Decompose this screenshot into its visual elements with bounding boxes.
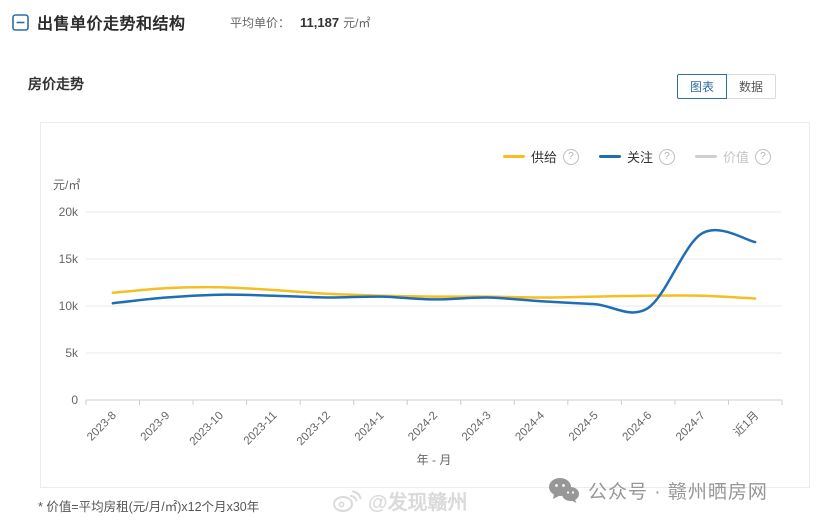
- value-formula-footnote: * 价值=平均房租(元/月/㎡)x12个月x30年: [38, 500, 260, 514]
- wechat-watermark: 公众号 · 赣州晒房网: [548, 477, 768, 504]
- attention-line-swatch: [598, 155, 621, 158]
- svg-text:2023-8: 2023-8: [85, 410, 119, 444]
- weibo-icon: [333, 490, 362, 512]
- help-icon[interactable]: ?: [755, 148, 771, 165]
- average-price-label: 平均单价：: [230, 16, 291, 30]
- legend-label: 关注: [626, 150, 653, 165]
- legend-label: 供给: [530, 150, 557, 165]
- legend-item-supply[interactable]: 供给 ?: [502, 147, 579, 166]
- weibo-watermark-text: @发现赣州: [368, 492, 468, 514]
- svg-text:2024-7: 2024-7: [674, 410, 708, 444]
- svg-text:2023-12: 2023-12: [295, 410, 333, 448]
- svg-text:20k: 20k: [59, 205, 79, 219]
- price-trend-card: 供给 ? 关注 ? 价值 ? 元/㎡ 0 5k 10k 15k 20k 2023-8 2023…: [40, 122, 810, 488]
- wechat-icon: [549, 478, 579, 503]
- svg-text:0: 0: [71, 393, 78, 407]
- svg-text:2024-1: 2024-1: [353, 410, 387, 444]
- minus-square-icon: [12, 13, 29, 31]
- collapse-toggle[interactable]: [12, 13, 29, 31]
- section-header: 出售单价走势和结构: [12, 10, 186, 34]
- view-toggle: 图表 数据: [676, 74, 776, 99]
- chart-legend: 供给 ? 关注 ? 价值 ?: [502, 147, 771, 166]
- svg-text:5k: 5k: [65, 346, 79, 360]
- svg-text:2024-2: 2024-2: [406, 410, 440, 444]
- weibo-watermark: @发现赣州: [332, 486, 468, 515]
- data-view-button[interactable]: 数据: [725, 74, 776, 99]
- svg-text:年 - 月: 年 - 月: [417, 453, 452, 467]
- average-price-unit: 元/㎡: [343, 16, 371, 30]
- legend-item-value[interactable]: 价值 ?: [694, 147, 771, 166]
- value-line-swatch: [694, 155, 717, 158]
- svg-text:2024-6: 2024-6: [620, 410, 654, 444]
- svg-text:15k: 15k: [59, 252, 79, 266]
- svg-text:元/㎡: 元/㎡: [53, 178, 80, 192]
- supply-line-swatch: [502, 155, 525, 158]
- svg-text:10k: 10k: [59, 299, 79, 313]
- svg-text:2023-9: 2023-9: [139, 410, 173, 444]
- legend-label: 价值: [722, 150, 749, 165]
- help-icon[interactable]: ?: [658, 148, 675, 165]
- chart-view-button[interactable]: 图表: [676, 74, 727, 99]
- price-trend-chart[interactable]: 元/㎡ 0 5k 10k 15k 20k 2023-8 2023-9 2023-10 2023-1…: [41, 123, 809, 487]
- svg-text:2023-10: 2023-10: [188, 410, 226, 448]
- average-price: 平均单价： 11,187 元/㎡: [230, 14, 370, 31]
- help-icon[interactable]: ?: [562, 148, 579, 165]
- page-title: 出售单价走势和结构: [37, 16, 186, 33]
- svg-text:2024-5: 2024-5: [567, 410, 601, 444]
- wechat-watermark-text: 公众号 · 赣州晒房网: [588, 482, 768, 503]
- svg-text:2023-11: 2023-11: [242, 410, 280, 448]
- svg-text:近1月: 近1月: [731, 409, 761, 439]
- svg-text:2024-4: 2024-4: [513, 409, 547, 443]
- average-price-value: 11,187: [300, 15, 340, 30]
- legend-item-attention[interactable]: 关注 ?: [598, 147, 675, 166]
- svg-text:2024-3: 2024-3: [460, 410, 494, 444]
- chart-section-title: 房价走势: [28, 76, 84, 92]
